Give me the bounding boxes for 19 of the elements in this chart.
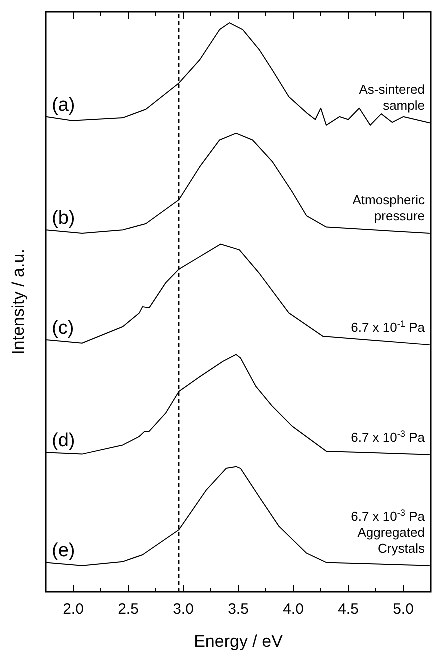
annotation: As-sintered sample xyxy=(359,82,425,114)
annotation: 6.7 x 10$^{-3}$ Pa xyxy=(351,428,426,445)
x-tick-label: 2.0 xyxy=(63,601,84,618)
x-tick-label: 3.0 xyxy=(173,601,194,618)
series-label: (d) xyxy=(52,430,76,452)
x-tick-label: 2.5 xyxy=(118,601,139,618)
x-tick-label: 4.0 xyxy=(283,601,304,618)
x-tick-label: 5.0 xyxy=(393,601,414,618)
annotation: 6.7 x 10$^{-1}$ Pa xyxy=(351,319,426,336)
series-label: (c) xyxy=(52,318,74,339)
series-label: (e) xyxy=(52,540,76,562)
x-tick-label: 4.5 xyxy=(338,601,359,618)
series-label: (b) xyxy=(52,208,76,230)
annotation: 6.7 x 10$^{-3}$ Pa Aggregated Crystals xyxy=(351,508,426,556)
x-tick-label: 3.5 xyxy=(228,601,249,618)
annotation: Atmospheric pressure xyxy=(352,192,426,224)
series-label: (a) xyxy=(52,94,76,116)
x-axis-title: Energy / eV xyxy=(194,632,284,651)
y-axis-title: Intensity / a.u. xyxy=(9,249,28,355)
